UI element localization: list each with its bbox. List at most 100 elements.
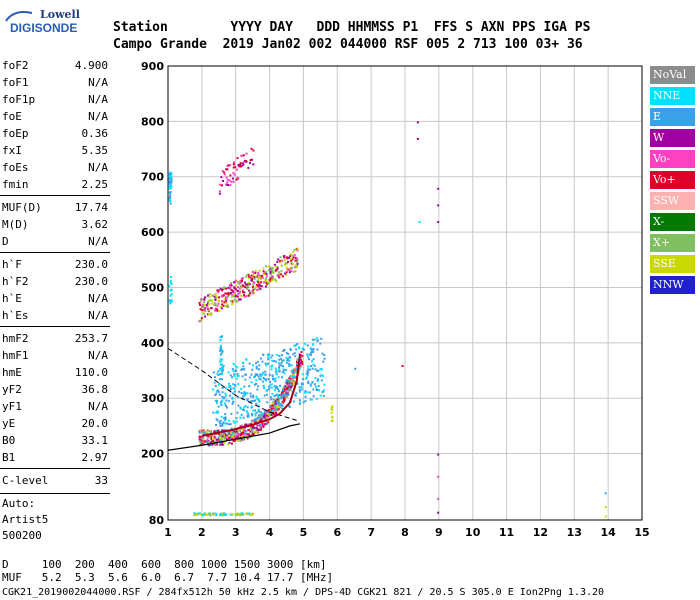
legend-item: NNW <box>650 276 695 294</box>
echo-point <box>274 367 277 370</box>
echo-point <box>293 344 296 347</box>
echo-point <box>253 399 256 402</box>
echo-point <box>306 376 309 379</box>
logo-text-lowell: Lowell <box>40 8 80 21</box>
echo-point <box>296 364 299 367</box>
echo-point <box>274 389 277 392</box>
echo-point <box>218 360 221 363</box>
echo-point <box>292 270 295 273</box>
echo-point <box>306 371 309 374</box>
echo-point <box>225 292 228 295</box>
echo-point <box>259 416 262 419</box>
echo-point <box>231 293 234 296</box>
y-tick-label: 400 <box>141 337 164 350</box>
echo-point <box>233 373 236 376</box>
echo-point <box>213 430 216 433</box>
echo-point <box>223 298 226 301</box>
echo-point <box>263 281 266 284</box>
echo-point <box>168 183 171 186</box>
echo-point <box>224 302 227 305</box>
echo-point <box>298 389 301 392</box>
echo-point <box>219 190 222 193</box>
echo-point <box>311 367 314 370</box>
param-name: h`F <box>2 258 22 271</box>
echo-point <box>239 284 242 287</box>
echo-point <box>264 370 267 373</box>
echo-point <box>270 365 273 368</box>
echo-point <box>418 221 421 224</box>
param-row: h`F 230.0 <box>2 257 108 273</box>
echo-point <box>285 352 288 355</box>
echo-point <box>265 378 268 381</box>
echo-point <box>226 178 229 181</box>
echo-point <box>245 358 248 361</box>
echo-point <box>226 168 229 171</box>
echo-point <box>234 384 237 387</box>
echo-point <box>219 183 222 186</box>
echo-point <box>277 398 280 401</box>
param-name: foF2 <box>2 59 29 72</box>
echo-point <box>231 397 234 400</box>
echo-point <box>168 198 171 201</box>
echo-point <box>300 388 303 391</box>
echo-point <box>218 296 221 299</box>
echo-point <box>263 373 266 376</box>
echo-point <box>247 294 250 297</box>
echo-point <box>232 295 235 298</box>
echo-point <box>251 276 254 279</box>
echo-point <box>272 413 275 416</box>
echo-point <box>255 283 258 286</box>
echo-point <box>232 439 235 442</box>
echo-point <box>231 368 234 371</box>
echo-point <box>257 417 260 420</box>
param-name: fmin <box>2 178 29 191</box>
echo-point <box>254 271 257 274</box>
echo-point <box>281 407 284 410</box>
echo-point <box>228 432 231 435</box>
echo-point <box>168 300 171 303</box>
x-tick-label: 9 <box>435 526 443 539</box>
echo-point <box>241 162 244 165</box>
echo-point <box>274 377 277 380</box>
echo-point <box>262 371 265 374</box>
echo-point <box>283 388 286 391</box>
echo-point <box>227 184 230 187</box>
echo-point <box>243 291 246 294</box>
echo-point <box>219 363 222 366</box>
echo-point <box>168 197 171 200</box>
param-row: B0 33.1 <box>2 433 108 449</box>
echo-point <box>261 422 264 425</box>
echo-point <box>295 361 298 364</box>
echo-point <box>239 290 242 293</box>
echo-point <box>214 430 217 433</box>
echo-point <box>269 396 272 399</box>
echo-point <box>200 318 203 321</box>
echo-point <box>212 411 215 414</box>
echo-point <box>241 291 244 294</box>
echo-point <box>222 304 225 307</box>
echo-point <box>246 283 249 286</box>
echo-point <box>221 367 224 370</box>
echo-point <box>240 295 243 298</box>
echo-point <box>272 401 275 404</box>
header-values: Campo Grande 2019 Jan02 002 044000 RSF 0… <box>113 37 583 52</box>
echo-point <box>236 176 239 179</box>
echo-point <box>288 365 291 368</box>
echo-point <box>285 356 288 359</box>
echo-point <box>319 374 322 377</box>
echo-point <box>288 405 291 408</box>
echo-point <box>277 408 280 411</box>
echo-point <box>263 413 266 416</box>
param-value: 3.62 <box>81 218 109 231</box>
echo-point <box>261 360 264 363</box>
echo-point <box>295 371 298 374</box>
echo-point <box>277 258 280 261</box>
echo-point <box>274 409 277 412</box>
echo-point <box>235 430 238 433</box>
echo-point <box>229 389 232 392</box>
echo-point <box>262 425 265 428</box>
echo-point <box>292 373 295 376</box>
echo-point <box>288 359 291 362</box>
echo-point <box>255 411 258 414</box>
echo-point <box>281 391 284 394</box>
